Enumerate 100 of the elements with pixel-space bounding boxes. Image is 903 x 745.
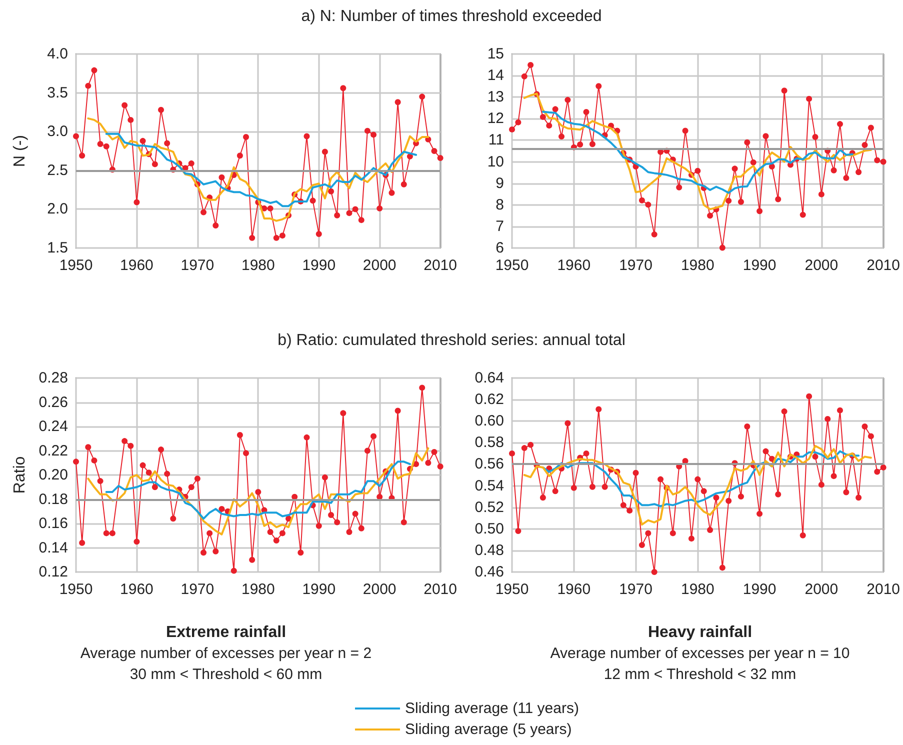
x-tick-label: 2000 xyxy=(362,581,396,598)
point xyxy=(103,143,110,150)
point xyxy=(425,460,432,466)
point xyxy=(128,116,134,123)
point xyxy=(97,141,104,148)
point xyxy=(170,516,176,522)
x-tick-label: 2000 xyxy=(362,257,396,274)
point xyxy=(267,205,274,212)
y-tick-label: 0.14 xyxy=(38,539,68,556)
point xyxy=(128,442,134,449)
point xyxy=(334,212,340,218)
point xyxy=(230,568,237,574)
point xyxy=(140,462,146,468)
point xyxy=(194,476,200,482)
point xyxy=(85,82,92,89)
point xyxy=(267,528,274,535)
y-axis-title: N (-) xyxy=(12,135,28,167)
point xyxy=(340,85,346,92)
x-tick-label: 1990 xyxy=(742,257,776,274)
point xyxy=(200,550,207,556)
x-tick-label: 1980 xyxy=(680,581,714,598)
y-tick-label: 0.22 xyxy=(38,442,68,460)
text: Extreme rainfall xyxy=(164,623,288,643)
y-tick-label: 4.0 xyxy=(47,46,68,62)
point xyxy=(164,140,170,146)
y-tick-label: 1.5 xyxy=(47,240,68,256)
point xyxy=(328,188,334,194)
point xyxy=(164,470,170,477)
point xyxy=(91,457,98,464)
y-tick-label: 0.60 xyxy=(474,412,504,430)
x-tick-label: 1950 xyxy=(59,581,93,598)
point xyxy=(212,548,219,554)
point xyxy=(322,474,328,480)
point xyxy=(212,222,219,228)
point xyxy=(158,106,164,113)
point xyxy=(79,540,86,546)
point xyxy=(273,234,280,241)
y-tick-label: 0.54 xyxy=(474,477,504,494)
point xyxy=(279,530,286,536)
y-tick-label: 12 xyxy=(487,110,504,128)
x-tick-label: 2000 xyxy=(804,581,838,598)
point xyxy=(358,525,364,532)
y-tick-label: 0.46 xyxy=(474,564,504,580)
point xyxy=(352,206,358,212)
text: Heavy rainfall xyxy=(646,623,754,643)
point xyxy=(328,512,334,518)
point xyxy=(394,99,401,106)
point xyxy=(236,432,243,438)
point xyxy=(437,464,444,470)
legend-label: Sliding average (11 years) xyxy=(405,700,579,717)
chart-title: a) N: Number of times threshold exceeded xyxy=(300,8,603,26)
point xyxy=(340,410,346,416)
point xyxy=(73,133,79,140)
y-tick-label: 15 xyxy=(487,46,504,62)
y-tick-label: 0.12 xyxy=(38,564,68,580)
y-tick-label: 13 xyxy=(487,88,504,106)
point xyxy=(334,519,340,526)
point xyxy=(346,210,352,216)
point xyxy=(188,484,194,490)
point xyxy=(97,478,104,484)
point xyxy=(310,198,316,204)
chart-title: b) Ratio: cumulated threshold series: annual total xyxy=(276,332,626,350)
point xyxy=(316,231,322,238)
text: 30 mm < Threshold < 60 mm xyxy=(128,665,324,685)
y-tick-label: 2.0 xyxy=(47,200,68,218)
point xyxy=(388,190,395,196)
x-tick-label: 1960 xyxy=(557,257,591,274)
y-tick-label: 9 xyxy=(496,174,504,192)
point xyxy=(158,446,164,453)
text: 12 mm < Threshold < 32 mm xyxy=(602,665,798,685)
point xyxy=(85,444,92,450)
point xyxy=(273,537,280,544)
point xyxy=(249,234,256,241)
y-tick-label: 3.0 xyxy=(47,123,68,140)
x-tick-label: 1980 xyxy=(241,257,275,274)
x-tick-label: 1970 xyxy=(180,257,214,274)
point xyxy=(431,448,438,455)
legend-label: Sliding average (5 years) xyxy=(405,721,572,738)
point xyxy=(134,538,140,545)
y-tick-label: 2.5 xyxy=(47,162,68,179)
x-tick-label: 2010 xyxy=(424,257,458,274)
point xyxy=(298,550,304,556)
line-series xyxy=(542,450,860,508)
point xyxy=(364,448,370,454)
point xyxy=(218,506,225,512)
y-tick-label: 0.16 xyxy=(38,515,68,532)
point xyxy=(218,174,225,180)
point xyxy=(122,438,128,444)
point xyxy=(91,67,98,74)
y-tick-label: 0.52 xyxy=(474,498,504,516)
x-tick-label: 1970 xyxy=(619,257,652,274)
y-tick-label: 7 xyxy=(496,218,504,235)
text: Average number of excesses per year n = 10 xyxy=(549,644,851,664)
point xyxy=(152,161,158,168)
point xyxy=(152,484,158,490)
y-tick-label: 8 xyxy=(496,196,504,214)
x-tick-label: 1950 xyxy=(495,581,529,598)
point xyxy=(431,148,438,154)
point xyxy=(134,199,140,206)
y-tick-label: 0.20 xyxy=(38,466,68,484)
